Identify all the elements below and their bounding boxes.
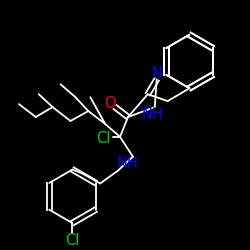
Text: NH: NH bbox=[142, 106, 164, 122]
Text: O: O bbox=[104, 96, 116, 110]
Text: N: N bbox=[151, 66, 162, 81]
Text: Cl: Cl bbox=[96, 131, 110, 146]
Text: Cl: Cl bbox=[65, 234, 80, 248]
Text: NH: NH bbox=[117, 156, 139, 171]
